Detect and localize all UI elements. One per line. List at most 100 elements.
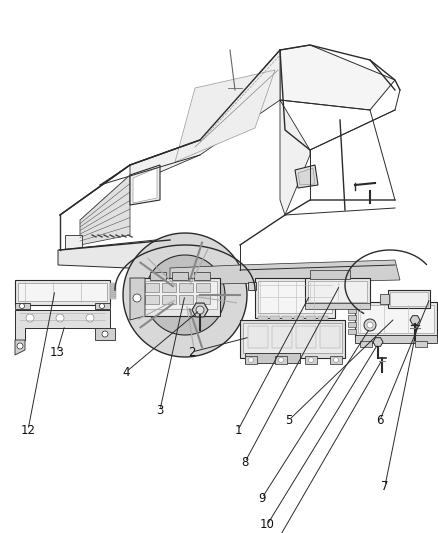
Bar [110,291,116,293]
Bar [360,341,372,347]
Bar [355,335,437,343]
Bar [240,320,345,358]
Text: 10: 10 [260,519,275,531]
Bar [348,308,356,313]
Polygon shape [80,175,130,245]
Bar [305,303,370,309]
Bar [110,295,116,296]
Circle shape [133,294,141,302]
Circle shape [279,358,283,362]
Text: 2: 2 [188,345,196,359]
Polygon shape [170,260,400,285]
Bar [275,356,287,364]
Circle shape [86,314,94,322]
Text: 3: 3 [156,403,164,416]
Bar [145,283,159,292]
Bar [18,283,107,301]
Bar [355,302,437,337]
Bar [258,281,332,313]
Text: 4: 4 [122,366,130,378]
Bar [358,305,434,333]
Bar [330,356,342,364]
Circle shape [99,303,105,309]
Bar [110,289,116,290]
Bar [388,290,430,308]
Bar [390,292,428,306]
Circle shape [26,314,34,322]
Polygon shape [192,303,208,317]
Bar [110,297,116,298]
Bar [110,283,116,285]
Bar [179,295,193,304]
Text: 8: 8 [241,456,249,469]
Polygon shape [130,278,145,320]
Circle shape [308,358,314,362]
Bar [110,285,116,287]
Circle shape [17,343,23,349]
Polygon shape [373,338,383,346]
Bar [258,316,268,321]
Polygon shape [280,45,395,110]
Bar [140,278,220,316]
Bar [243,323,342,353]
Bar [348,315,356,320]
Bar [282,316,292,321]
Circle shape [20,303,25,309]
Bar [320,326,340,348]
Circle shape [102,331,108,337]
Polygon shape [295,165,318,188]
Text: 13: 13 [49,345,64,359]
Bar [194,272,210,280]
Bar [143,281,217,309]
Bar [380,294,389,304]
Bar [179,283,193,292]
Bar [294,316,304,321]
Bar [245,353,300,363]
Polygon shape [15,310,110,340]
Polygon shape [175,70,275,162]
Polygon shape [65,235,82,250]
Bar [110,287,116,288]
Polygon shape [58,238,175,270]
Bar [272,326,292,348]
Bar [270,316,280,321]
Polygon shape [15,340,25,355]
Bar [255,278,335,318]
Polygon shape [173,283,197,307]
Bar [150,272,166,280]
Bar [305,278,370,305]
Bar [162,283,176,292]
Text: 9: 9 [258,491,266,505]
Polygon shape [145,255,225,335]
Bar [335,282,343,290]
Polygon shape [130,50,280,185]
Bar [172,272,188,280]
Bar [196,295,210,304]
Bar [248,282,256,290]
Polygon shape [130,165,160,205]
Bar [305,356,317,364]
Circle shape [333,358,339,362]
Bar [248,326,268,348]
Bar [415,341,427,347]
Bar [348,322,356,327]
Bar [162,295,176,304]
Text: 7: 7 [381,480,389,492]
Polygon shape [280,100,310,215]
Text: 12: 12 [21,424,35,437]
Bar [318,316,328,321]
Circle shape [56,314,64,322]
Bar [15,303,30,309]
Bar [306,316,316,321]
Bar [310,270,350,279]
Bar [110,293,116,295]
Circle shape [367,322,373,328]
Text: 6: 6 [376,414,384,426]
Bar [348,329,356,334]
Bar [95,303,110,309]
Text: 1: 1 [234,424,242,437]
Bar [145,295,159,304]
Polygon shape [133,168,157,203]
Polygon shape [123,233,247,357]
Polygon shape [410,316,420,324]
